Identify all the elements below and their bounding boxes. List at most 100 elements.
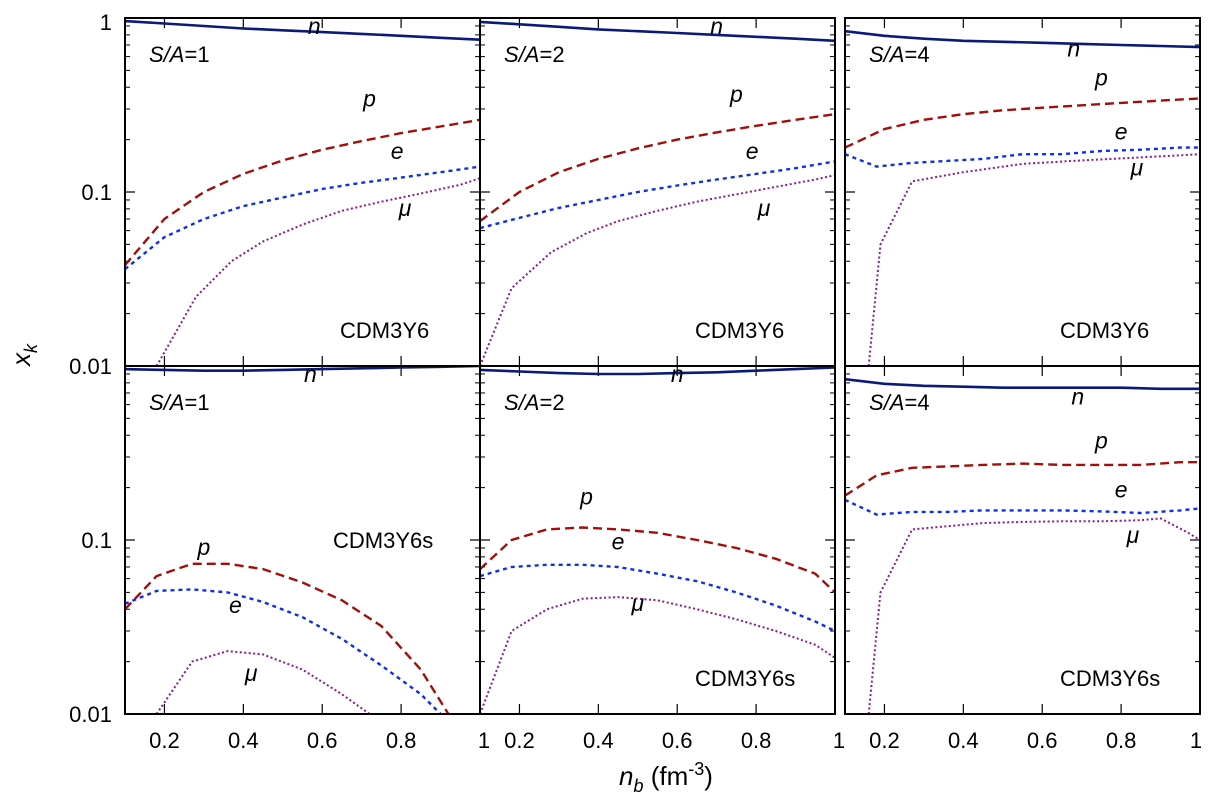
sa-label: S/A=4 <box>869 390 930 415</box>
model-label: CDM3Y6 <box>340 318 429 343</box>
x-tick-label: 0.2 <box>869 728 900 753</box>
series-line-n <box>845 377 1200 391</box>
series-group <box>480 366 835 714</box>
y-tick-label: 0.01 <box>69 354 112 379</box>
series-line-mu <box>155 650 371 714</box>
curve-label-n: n <box>671 361 684 387</box>
series-line-n <box>125 366 480 372</box>
x-tick-label: 0.8 <box>386 728 417 753</box>
x-tick-label: 0.2 <box>149 728 180 753</box>
series-line-e <box>845 146 1200 168</box>
y-tick-label: 0.01 <box>69 702 112 727</box>
x-axis-title: nb (fm-3) <box>619 759 713 796</box>
panel-frame <box>844 365 1201 715</box>
x-tick-label: 0.8 <box>1106 728 1137 753</box>
series-line-p <box>845 97 1200 149</box>
sa-label: S/A=4 <box>869 42 930 67</box>
curve-label-e: e <box>612 529 625 555</box>
curve-label-e: e <box>746 138 759 164</box>
series-line-e <box>845 498 1200 516</box>
panel-frame <box>844 17 1201 367</box>
tick-labels: 0.01 0.1 1 0.01 0.1 0.2 0.4 0.6 0.8 1 0.2 0.4 0.6 0.8… <box>69 10 1202 753</box>
sa-label: S/A=1 <box>149 390 210 415</box>
curve-label-mu: μ <box>630 590 644 616</box>
curve-label-mu: μ <box>244 660 258 686</box>
series-line-e <box>480 563 835 633</box>
curve-label-p: p <box>1094 428 1108 454</box>
panel-1: S/A=1 CDM3Y6 n pe μ <box>124 13 481 367</box>
series-line-n <box>480 366 835 376</box>
y-tick-label: 0.1 <box>81 180 112 205</box>
series-line-p <box>480 526 835 594</box>
series-line-p <box>845 461 1200 497</box>
panel-4: S/A=1 CDM3Y6s n p e μ <box>124 361 481 715</box>
curve-label-n: n <box>710 13 723 39</box>
x-tick-label: 1 <box>1190 728 1202 753</box>
curve-label-e: e <box>1115 477 1128 503</box>
x-tick-label: 0.6 <box>662 728 693 753</box>
panel-frame <box>479 365 836 715</box>
sa-label: S/A=1 <box>149 42 210 67</box>
curve-label-p: p <box>362 86 376 112</box>
series-line-e <box>125 165 480 271</box>
panel-frame <box>479 17 836 367</box>
panel-2: S/A=2 CDM3Y6 n p e μ <box>479 13 836 367</box>
x-tick-label: 0.6 <box>1027 728 1058 753</box>
curve-label-e: e <box>229 592 242 618</box>
sa-label: S/A=2 <box>504 42 565 67</box>
curve-label-n: n <box>1071 384 1084 410</box>
model-label: CDM3Y6 <box>1060 318 1149 343</box>
curve-label-p: p <box>196 534 210 560</box>
series-group <box>125 366 480 714</box>
model-label: CDM3Y6s <box>333 528 433 553</box>
curve-label-mu: μ <box>1126 522 1140 548</box>
series-line-mu <box>480 174 835 366</box>
series-line-p <box>125 562 450 714</box>
y-tick-label: 0.1 <box>81 528 112 553</box>
series-line-mu <box>867 153 1200 366</box>
series-group <box>125 19 480 366</box>
panel-5: S/A=2 CDM3Y6s n pe μ <box>479 361 836 715</box>
curve-label-p: p <box>579 483 593 509</box>
series-group <box>845 377 1200 714</box>
curve-label-p: p <box>1094 64 1108 90</box>
series-line-n <box>845 29 1200 49</box>
series-line-e <box>125 588 442 714</box>
curve-label-p: p <box>729 81 743 107</box>
x-tick-label: 1 <box>833 728 845 753</box>
series-line-p <box>125 118 480 266</box>
model-label: CDM3Y6s <box>695 666 795 691</box>
curve-label-mu: μ <box>1130 155 1144 181</box>
series-group <box>845 29 1200 366</box>
curve-label-mu: μ <box>757 195 771 221</box>
panel-3: S/A=4 CDM3Y6 np eμ <box>844 17 1201 367</box>
series-line-n <box>480 20 835 43</box>
curve-label-e: e <box>391 138 404 164</box>
y-axis-title: xk <box>6 343 41 368</box>
series-line-mu <box>480 596 835 714</box>
curve-label-n: n <box>308 13 321 39</box>
model-label: CDM3Y6s <box>1060 666 1160 691</box>
x-tick-label: 0.4 <box>228 728 259 753</box>
curve-label-n: n <box>304 361 317 387</box>
x-tick-label: 0.4 <box>948 728 979 753</box>
x-tick-label: 0.6 <box>307 728 338 753</box>
curve-label-mu: μ <box>398 195 412 221</box>
series-line-e <box>480 160 835 230</box>
sa-label: S/A=2 <box>504 390 565 415</box>
series-group <box>480 20 835 366</box>
x-tick-label: 1 <box>478 728 490 753</box>
curve-label-n: n <box>1067 36 1080 62</box>
x-tick-label: 0.8 <box>741 728 772 753</box>
y-tick-label: 1 <box>100 10 112 35</box>
model-label: CDM3Y6 <box>695 318 784 343</box>
panels-layer: S/A=1CDM3Y6npeμS/A=2CDM3Y6npeμS/A=4CDM3Y… <box>124 13 1201 715</box>
series-line-p <box>480 113 835 223</box>
x-tick-label: 0.2 <box>504 728 535 753</box>
series-line-n <box>125 19 480 41</box>
series-line-mu <box>155 177 480 366</box>
series-line-mu <box>867 517 1200 714</box>
curve-label-e: e <box>1115 119 1128 145</box>
